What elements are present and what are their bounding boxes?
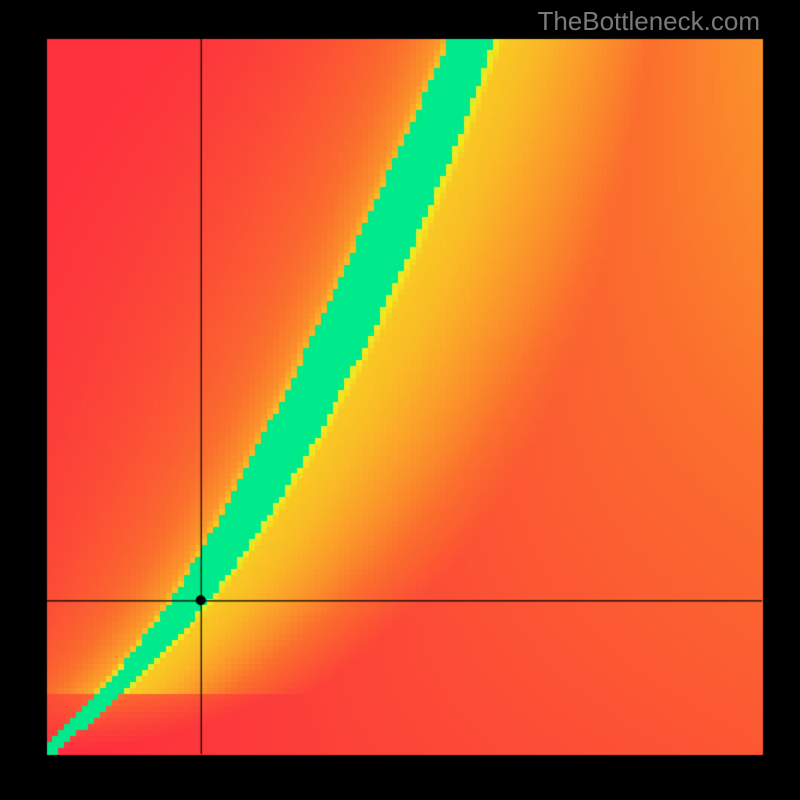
chart-container: TheBottleneck.com — [0, 0, 800, 800]
heatmap-canvas — [0, 0, 800, 800]
watermark-label: TheBottleneck.com — [537, 6, 760, 37]
